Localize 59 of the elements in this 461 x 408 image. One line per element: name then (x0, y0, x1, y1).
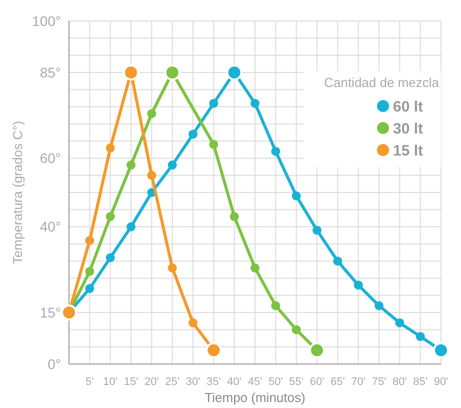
y-tick-label: 0° (48, 356, 61, 372)
x-tick-label: 5' (86, 376, 94, 388)
point (126, 222, 136, 232)
x-tick-label: 75' (372, 376, 386, 388)
x-axis-title: Tiempo (minutos) (204, 390, 306, 405)
x-tick-label: 45' (248, 376, 262, 388)
x-tick-label: 15' (124, 376, 138, 388)
legend-label: 30 lt (393, 120, 424, 138)
y-tick-label: 85° (40, 64, 61, 80)
point (333, 256, 342, 266)
y-tick-label: 40° (40, 218, 61, 235)
point (292, 191, 301, 200)
point (188, 318, 198, 328)
x-tick-label: 30' (186, 376, 200, 388)
point (126, 160, 136, 170)
y-tick-label: 100° (32, 12, 61, 29)
point (106, 143, 115, 152)
point (230, 212, 239, 222)
x-tick-label: 20' (144, 376, 159, 388)
x-tick-label: 55' (289, 376, 304, 388)
x-tick-label: 35' (206, 376, 221, 388)
point (209, 98, 218, 108)
point (85, 284, 94, 294)
x-tick-label: 25' (165, 376, 180, 388)
x-tick-label: 60' (310, 376, 324, 388)
point (85, 266, 94, 276)
point (106, 212, 115, 222)
point (106, 253, 115, 262)
point (168, 263, 177, 272)
x-tick-label: 10' (103, 376, 118, 388)
point (374, 301, 384, 310)
point (292, 325, 301, 334)
x-tick-label: 85' (413, 376, 428, 388)
point (271, 146, 280, 156)
point (312, 226, 322, 235)
y-tick-label: 15° (40, 304, 61, 320)
point (188, 130, 198, 139)
point (271, 301, 280, 310)
x-tick-label: 90' (434, 376, 448, 388)
y-tick-label: 60° (40, 150, 61, 166)
point (147, 109, 156, 118)
x-tick-label: 70' (351, 376, 366, 388)
y-axis-title: Temperatura (grados C°) (10, 120, 25, 264)
point (85, 236, 94, 246)
point (416, 332, 425, 342)
x-tick-label: 40' (227, 376, 242, 388)
legend-title: Cantidad de mezcla (324, 75, 440, 90)
point (147, 170, 156, 180)
legend-label: 15 lt (393, 142, 424, 160)
point (209, 140, 218, 149)
point (354, 280, 363, 290)
point (395, 318, 404, 328)
x-tick-label: 80' (392, 376, 407, 388)
x-tick-label: 65' (330, 376, 345, 388)
point (250, 98, 260, 108)
legend-label: 60 lt (393, 98, 424, 116)
point (250, 263, 260, 272)
x-tick-label: 50' (268, 376, 283, 388)
point (168, 160, 177, 170)
